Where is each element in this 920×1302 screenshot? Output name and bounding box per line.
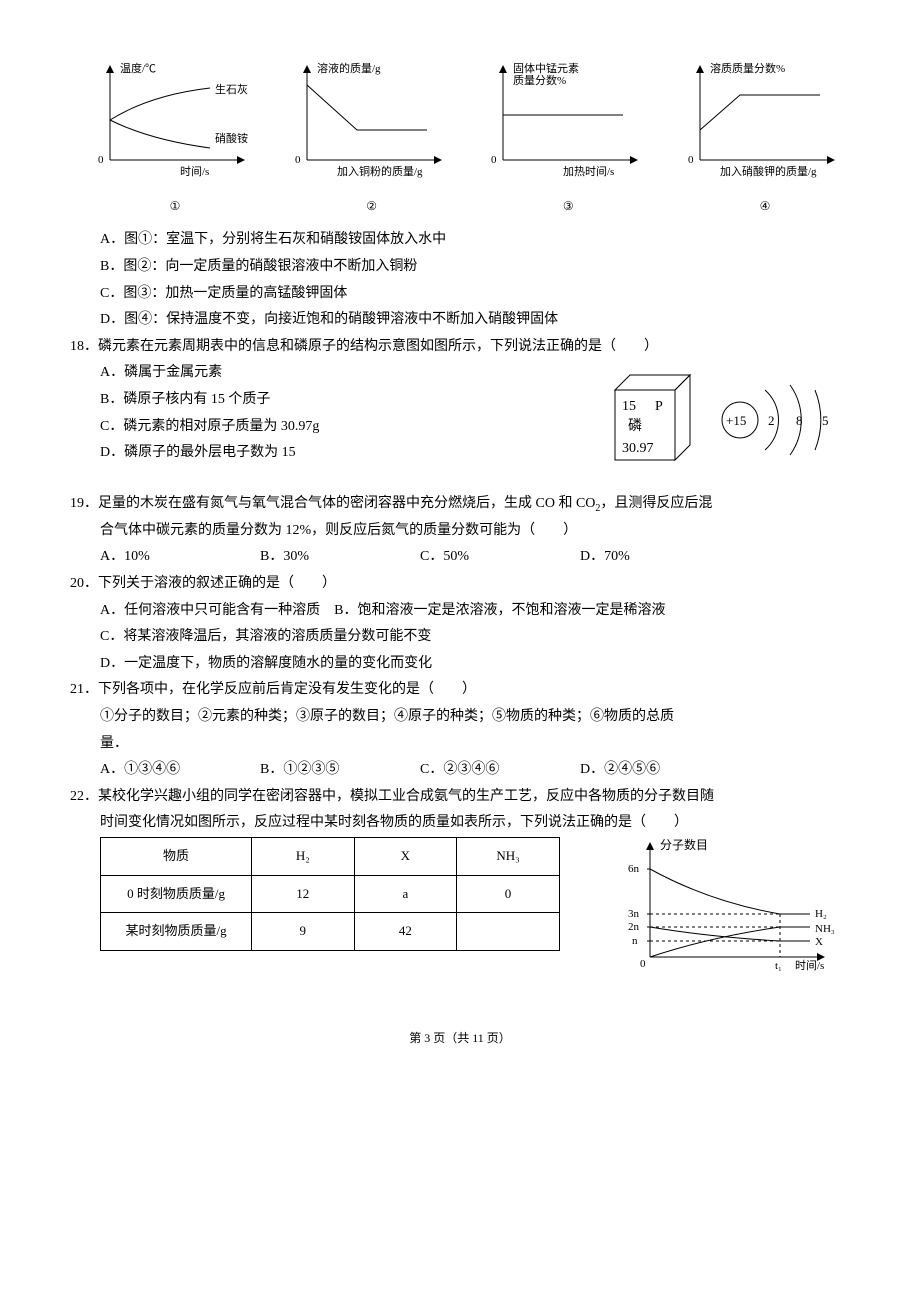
q22-chart: 分子数目 6n 3n 2n n H₂ NH₃ X t₁ 时间/s 0 [620, 837, 850, 988]
q21-options: A．①③④⑥ B．①②③⑤ C．②③④⑥ D．②④⑤⑥ [100, 757, 850, 784]
chart1-series1: 生石灰 [215, 82, 248, 96]
chart-2: 溶液的质量/g 0 加入铜粉的质量/g ② [287, 60, 457, 217]
svg-text:NH₃: NH₃ [815, 923, 835, 935]
chart2-xlabel: 加入铜粉的质量/g [337, 164, 423, 178]
chart-4: 溶质质量分数% 0 加入硝酸钾的质量/g ④ [680, 60, 850, 217]
q20-optD: D．一定温度下，物质的溶解度随水的量的变化而变化 [100, 651, 850, 678]
chart4-xlabel: 加入硝酸钾的质量/g [720, 164, 817, 178]
q22-th0: 物质 [101, 837, 252, 875]
svg-text:3n: 3n [628, 908, 640, 920]
q18-shell1: 2 [768, 413, 775, 428]
q19-options: A．10% B．30% C．50% D．70% [100, 544, 850, 571]
q21-items2: 量． [100, 731, 850, 758]
q21-optD: D．②④⑤⑥ [580, 757, 740, 784]
q18-elsym: P [655, 399, 663, 414]
q20-optC: C．将某溶液降温后，其溶液的溶质质量分数可能不变 [100, 624, 850, 651]
svg-text:分子数目: 分子数目 [660, 837, 708, 852]
q19-optB: B．30% [260, 544, 420, 571]
chart4-caption: ④ [680, 195, 850, 218]
q18-shell2: 8 [796, 413, 803, 428]
q21-stem: 21．下列各项中，在化学反应前后肯定没有发生变化的是（ ） [70, 677, 850, 704]
svg-text:固体中锰元素: 固体中锰元素 [513, 61, 579, 75]
q21-optB: B．①②③⑤ [260, 757, 420, 784]
q20-optAB: A．任何溶液中只可能含有一种溶质 B．饱和溶液一定是浓溶液，不饱和溶液一定是稀溶… [100, 598, 850, 625]
q18-diagram: 15 P 磷 30.97 +15 2 8 5 [600, 360, 840, 491]
chart-3: 固体中锰元素 质量分数% 0 加热时间/s ③ [483, 60, 653, 217]
q21-optC: C．②③④⑥ [420, 757, 580, 784]
q22-th3: NH₃ [457, 837, 560, 875]
q18-elmass: 30.97 [622, 441, 654, 456]
q20-stem: 20．下列关于溶液的叙述正确的是（ ） [70, 571, 850, 598]
q18-elname: 磷 [628, 418, 642, 434]
q22-stem2: 时间变化情况如图所示，反应过程中某时刻各物质的质量如表所示，下列说法正确的是（ … [100, 810, 850, 837]
svg-text:0: 0 [688, 154, 694, 166]
svg-text:0: 0 [98, 154, 104, 166]
q17-charts: 温度/℃ 生石灰 硝酸铵 0 时间/s ① 溶液的质量/g 0 加入铜粉的质量/… [90, 60, 850, 217]
svg-text:0: 0 [295, 154, 301, 166]
q18-shell3: 5 [822, 413, 829, 428]
chart4-ylabel: 溶质质量分数% [710, 61, 785, 75]
chart3-xlabel: 加热时间/s [563, 165, 614, 178]
chart1-caption: ① [90, 195, 260, 218]
q18-nucleus: +15 [726, 413, 746, 428]
q19-optA: A．10% [100, 544, 260, 571]
q22-table-chart: 物质 H₂ X NH₃ 0 时刻物质质量/g 12 a 0 某时刻物质质量/g … [90, 837, 850, 988]
svg-text:0: 0 [640, 958, 646, 970]
chart1-xlabel: 时间/s [180, 165, 209, 178]
page-footer: 第 3 页（共 11 页） [70, 1027, 850, 1050]
table-row: 0 时刻物质质量/g 12 a 0 [101, 875, 560, 913]
q17-optB: B．图②：向一定质量的硝酸银溶液中不断加入铜粉 [100, 254, 850, 281]
q21-items: ①分子的数目；②元素的种类；③原子的数目；④原子的种类；⑤物质的种类；⑥物质的总… [100, 704, 850, 731]
svg-text:H₂: H₂ [815, 908, 827, 920]
q18-stem: 18．磷元素在元素周期表中的信息和磷原子的结构示意图如图所示，下列说法正确的是（… [70, 334, 850, 361]
q19-optC: C．50% [420, 544, 580, 571]
svg-text:t₁: t₁ [775, 960, 782, 972]
table-row: 物质 H₂ X NH₃ [101, 837, 560, 875]
q19-optD: D．70% [580, 544, 740, 571]
chart-1: 温度/℃ 生石灰 硝酸铵 0 时间/s ① [90, 60, 260, 217]
svg-text:6n: 6n [628, 863, 640, 875]
chart1-ylabel: 温度/℃ [120, 61, 156, 75]
svg-text:X: X [815, 936, 823, 948]
chart1-series2: 硝酸铵 [215, 131, 248, 145]
svg-text:时间/s: 时间/s [795, 959, 824, 972]
q22-th2: X [354, 837, 457, 875]
q19-stem2: 合气体中碳元素的质量分数为 12%，则反应后氮气的质量分数可能为（ ） [100, 518, 850, 545]
q21-optA: A．①③④⑥ [100, 757, 260, 784]
q17-optC: C．图③：加热一定质量的高锰酸钾固体 [100, 281, 850, 308]
svg-text:质量分数%: 质量分数% [513, 74, 566, 87]
svg-text:n: n [632, 935, 638, 947]
table-row: 某时刻物质质量/g 9 42 [101, 913, 560, 951]
q17-optA: A．图①：室温下，分别将生石灰和硝酸铵固体放入水中 [100, 227, 850, 254]
q17-optD: D．图④：保持温度不变，向接近饱和的硝酸钾溶液中不断加入硝酸钾固体 [100, 307, 850, 334]
svg-text:2n: 2n [628, 921, 640, 933]
svg-text:0: 0 [491, 154, 497, 166]
q18-elnum: 15 [622, 399, 636, 414]
q19-stem1: 19．足量的木炭在盛有氮气与氧气混合气体的密闭容器中充分燃烧后，生成 CO 和 … [70, 491, 850, 518]
q22-stem1: 22．某校化学兴趣小组的同学在密闭容器中，模拟工业合成氨气的生产工艺，反应中各物… [70, 784, 850, 811]
q22-table: 物质 H₂ X NH₃ 0 时刻物质质量/g 12 a 0 某时刻物质质量/g … [100, 837, 560, 951]
chart3-caption: ③ [483, 195, 653, 218]
chart2-ylabel: 溶液的质量/g [317, 61, 381, 75]
q22-th1: H₂ [252, 837, 355, 875]
chart2-caption: ② [287, 195, 457, 218]
